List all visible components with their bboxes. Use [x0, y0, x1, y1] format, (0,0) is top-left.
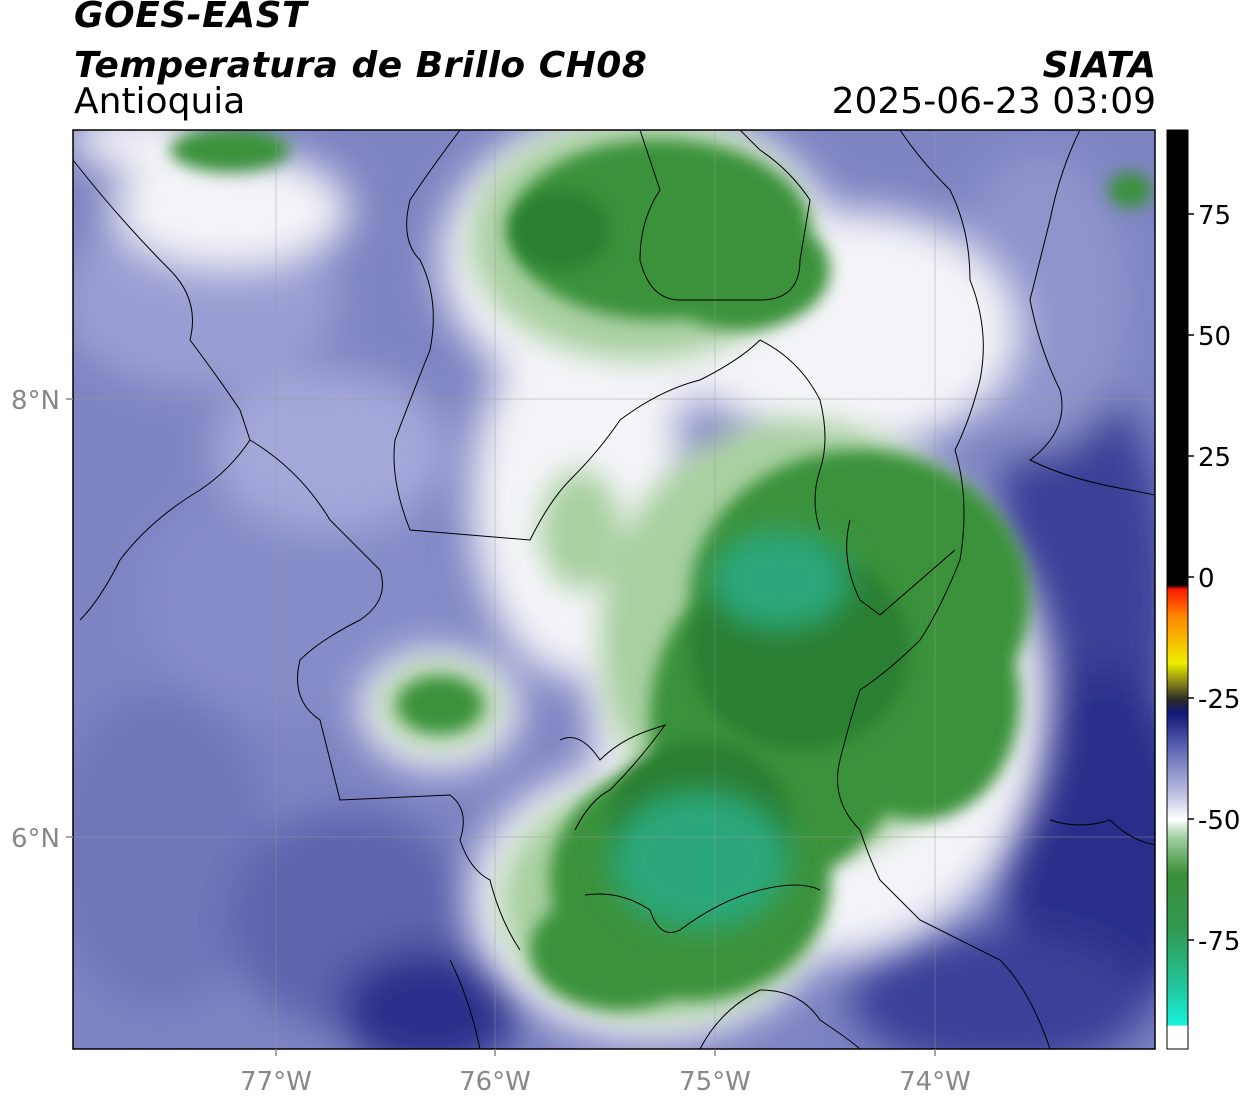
colorbar-tick-minus50: -50	[1198, 806, 1240, 836]
lon-tick-76w: 76°W	[459, 1067, 531, 1097]
source-label: SIATA	[1042, 45, 1156, 86]
colorbar-tick-25: 25	[1198, 443, 1231, 473]
colorbar-scale	[1167, 130, 1188, 1049]
colorbar-tick-0: 0	[1198, 564, 1215, 594]
brightness-temperature-field	[73, 130, 1155, 1049]
colorbar-tick-50: 50	[1198, 322, 1231, 352]
product-title: Temperatura de Brillo CH08	[74, 45, 648, 86]
colorbar-tick-75: 75	[1198, 201, 1231, 231]
lat-tick-8n: 8°N	[11, 386, 60, 416]
map-frame	[72, 129, 1156, 1050]
lon-tick-74w: 74°W	[899, 1067, 971, 1097]
datetime-label: 2025-06-23 03:09	[831, 81, 1156, 122]
colorbar-tick-minus25: -25	[1198, 685, 1240, 715]
colorbar: 75 50 25 0 -25 -50 -75	[1166, 129, 1240, 1050]
lon-tick-75w: 75°W	[679, 1067, 751, 1097]
lon-tick-77w: 77°W	[240, 1067, 312, 1097]
axis-ticks	[66, 398, 936, 1056]
region-label: Antioquia	[74, 81, 246, 122]
graticule	[73, 130, 1155, 1049]
colorbar-tick-minus75: -75	[1198, 927, 1240, 957]
satellite-title: GOES-EAST	[74, 0, 308, 36]
political-boundaries	[73, 130, 1155, 1049]
lat-tick-6n: 6°N	[11, 824, 60, 854]
